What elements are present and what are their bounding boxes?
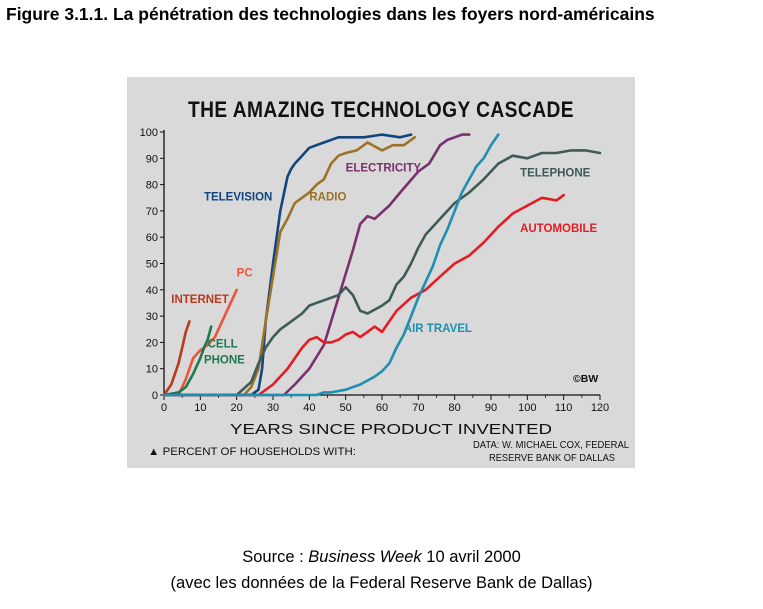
- y-tick-label: 90: [146, 153, 158, 165]
- series-label-air-travel: AIR TRAVEL: [404, 323, 472, 335]
- series-lines: [162, 133, 602, 397]
- technology-cascade-chart: THE AMAZING TECHNOLOGY CASCADE 0 10 20 30 40…: [140, 97, 630, 464]
- source-publication: Business Week: [308, 548, 422, 566]
- x-tick-label: 10: [194, 402, 206, 414]
- x-tick-label: 0: [161, 402, 167, 414]
- y-tick-label: 20: [146, 337, 158, 349]
- y-tick-label: 60: [146, 232, 158, 244]
- data-credit-line1: DATA: W. MICHAEL COX, FEDERAL: [473, 440, 629, 451]
- source-prefix: Source :: [242, 548, 309, 566]
- x-tick-label: 30: [267, 402, 279, 414]
- x-tick-label: 50: [340, 402, 352, 414]
- series-line-internet: [162, 320, 191, 397]
- x-tick-label: 90: [485, 402, 497, 414]
- series-line-radio: [162, 135, 417, 397]
- y-tick-label: 100: [140, 127, 158, 139]
- series-label-radio: RADIO: [309, 191, 346, 203]
- x-tick-label: 80: [449, 402, 461, 414]
- y-tick-label: 10: [146, 364, 158, 376]
- bw-credit: ©BW: [573, 373, 598, 385]
- x-tick-label: 100: [518, 402, 536, 414]
- data-credit-line2: RESERVE BANK OF DALLAS: [489, 453, 615, 464]
- chart-panel: THE AMAZING TECHNOLOGY CASCADE 0 10 20 30 40…: [127, 77, 635, 468]
- y-tick-label: 40: [146, 285, 158, 297]
- x-axis-label: YEARS SINCE PRODUCT INVENTED: [230, 421, 552, 438]
- series-line-telephone: [162, 149, 602, 397]
- series-label-cell: CELL: [208, 339, 238, 351]
- figure-title: Figure 3.1.1. La pénétration des technol…: [6, 4, 655, 24]
- series-line-automobile: [162, 193, 566, 397]
- y-tick-label: 50: [146, 259, 158, 271]
- x-tick-label: 120: [591, 402, 609, 414]
- x-tick-label: 110: [555, 402, 573, 414]
- series-label-telephone: TELEPHONE: [520, 168, 591, 180]
- y-tick-label: 70: [146, 206, 158, 218]
- series-label-electricity: ELECTRICITY: [346, 162, 422, 174]
- series-line-air-travel: [162, 133, 500, 397]
- x-tick-label: 20: [231, 402, 243, 414]
- chart-title: THE AMAZING TECHNOLOGY CASCADE: [188, 97, 574, 122]
- series-label-phone: PHONE: [204, 354, 245, 366]
- source-note: (avec les données de la Federal Reserve …: [170, 574, 593, 592]
- x-tick-label: 40: [303, 402, 315, 414]
- x-tick-label: 70: [412, 402, 424, 414]
- series-label-automobile: AUTOMOBILE: [520, 223, 597, 235]
- y-tick-label: 0: [152, 390, 158, 402]
- source-line: Source : Business Week 10 avril 2000: [0, 548, 763, 567]
- x-axis: 0 10 20 30 40 50 60 70 80 90 100 110 120: [161, 394, 609, 414]
- percent-households-note: ▲ PERCENT OF HOUSEHOLDS WITH:: [148, 446, 356, 458]
- series-labels: INTERNET PC CELL PHONE TELEVISION RADIO ELECTR…: [171, 162, 597, 366]
- y-tick-label: 80: [146, 180, 158, 192]
- series-label-pc: PC: [237, 268, 253, 280]
- x-tick-label: 60: [376, 402, 388, 414]
- series-label-internet: INTERNET: [171, 294, 229, 306]
- series-label-television: TELEVISION: [204, 191, 272, 203]
- series-line-television: [162, 133, 413, 397]
- source-date: 10 avril 2000: [421, 548, 521, 566]
- y-axis: 0 10 20 30 40 50 60 70 80 90 100: [140, 127, 165, 402]
- series-line-electricity: [162, 133, 471, 397]
- series-line-cell: [162, 325, 213, 397]
- y-tick-label: 30: [146, 311, 158, 323]
